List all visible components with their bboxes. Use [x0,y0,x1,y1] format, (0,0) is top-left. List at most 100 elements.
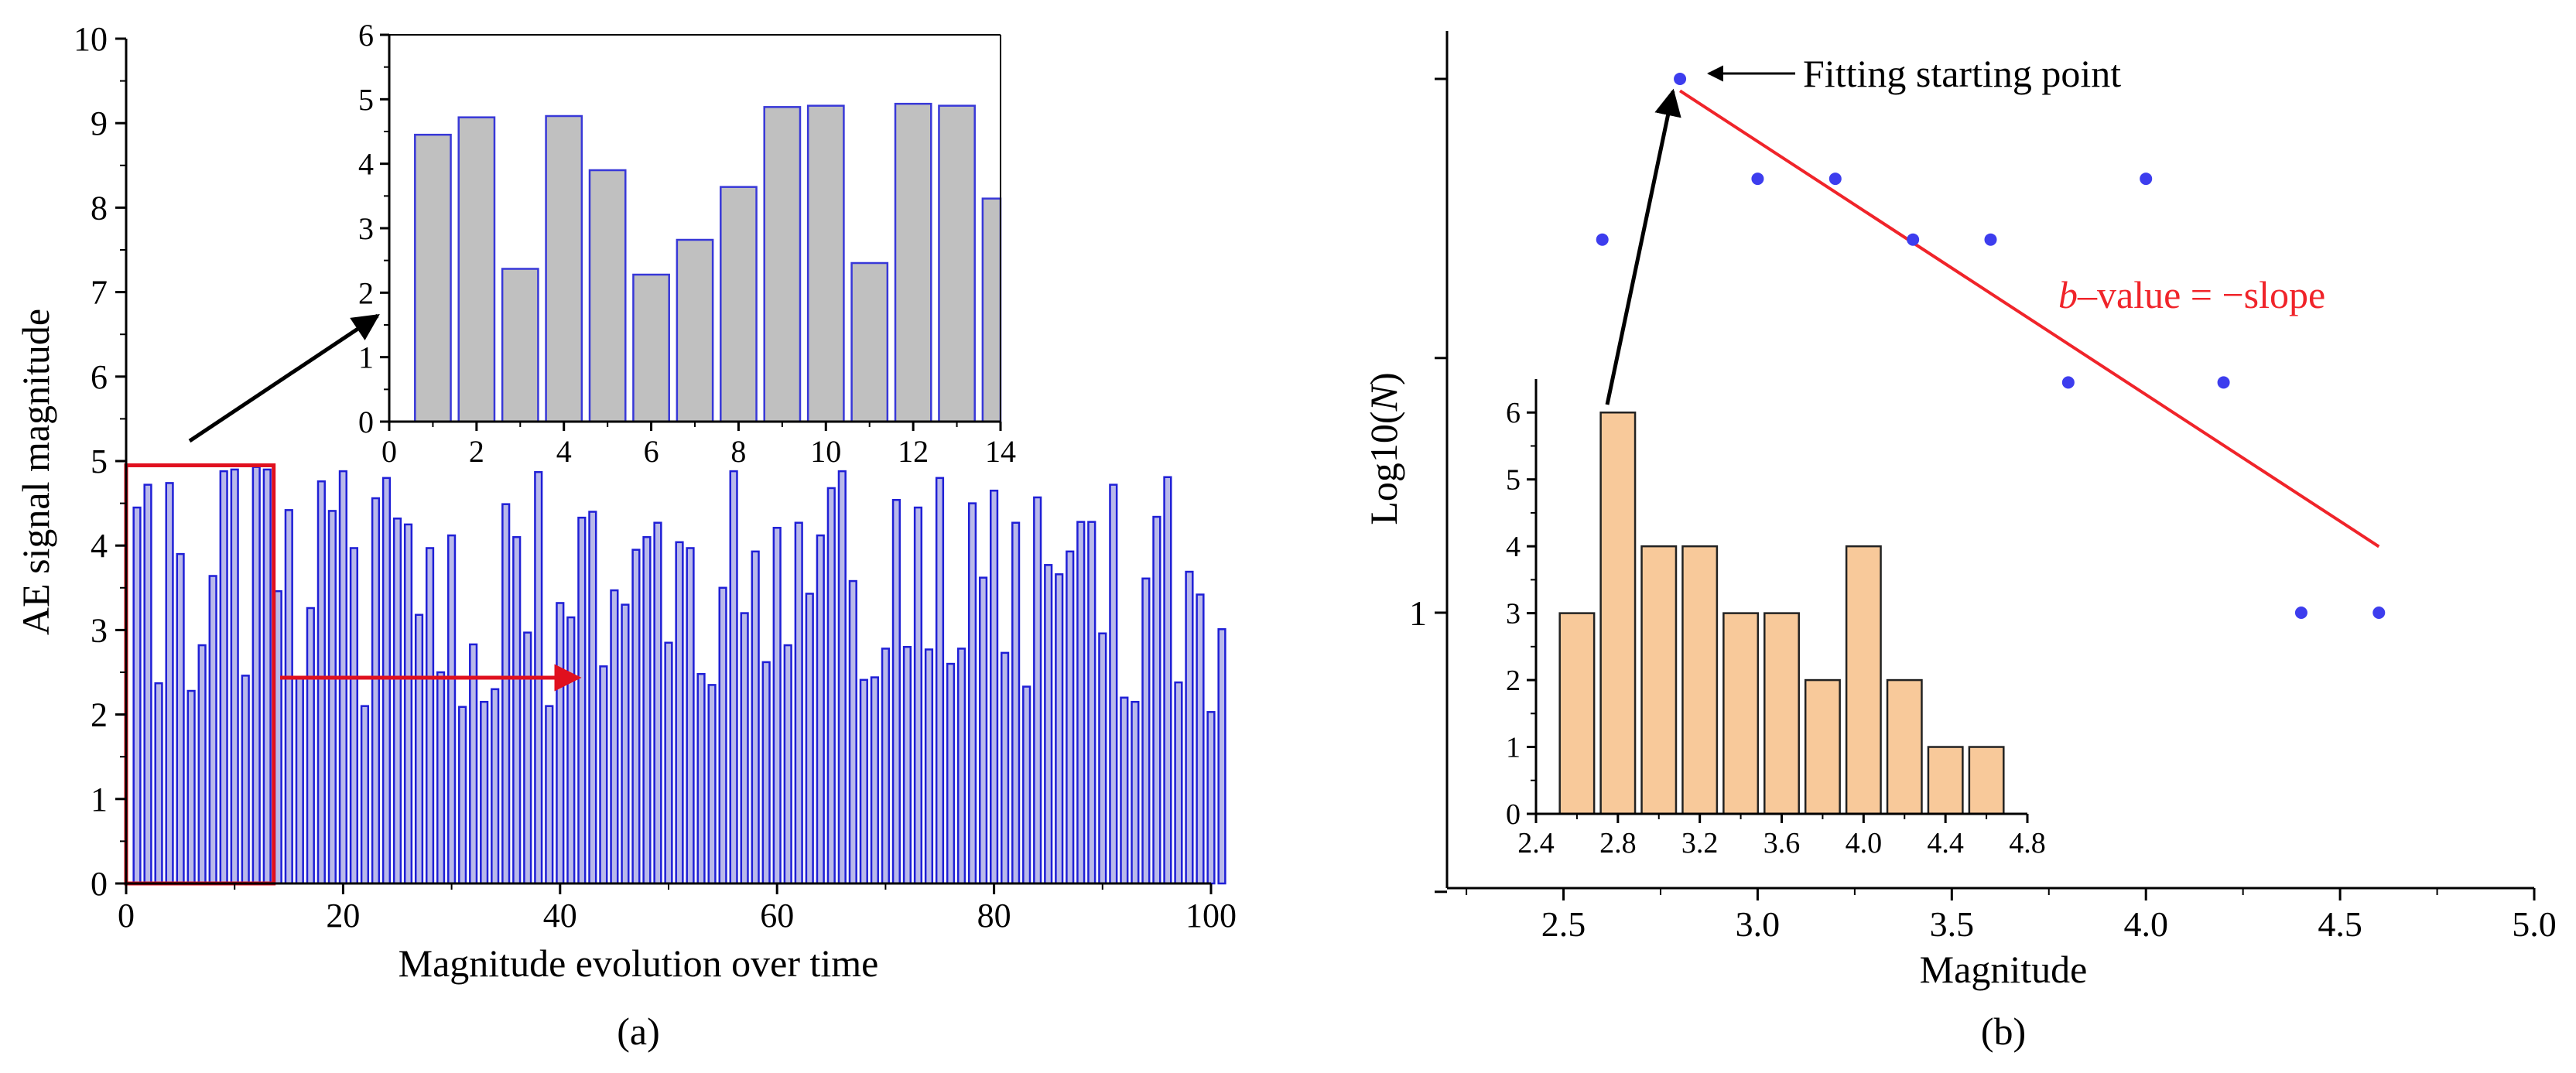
bar [197,644,207,885]
fit-line [1678,89,2380,548]
x-tick-label: 5.0 [2512,904,2557,944]
panel-b-caption: (b) [1981,1010,2026,1053]
bar [816,534,825,885]
bar [850,261,889,423]
bar [1196,593,1205,885]
bar [295,676,304,885]
bar [894,102,932,423]
data-point [1674,73,1687,85]
bar [837,470,847,885]
bar [1076,521,1086,885]
bar [577,516,587,885]
bar [1087,521,1096,885]
y-tick-label: 5 [91,443,108,480]
bar [501,268,539,423]
panel-b-y-axis-label: Log10(N) [1362,372,1405,525]
x-tick-label: 3.2 [1681,827,1719,859]
bar [599,665,608,885]
bar [1098,632,1107,885]
data-point [1984,233,1997,246]
bar [1001,651,1010,885]
bar [1011,521,1021,885]
bar [1163,476,1172,885]
bar [720,186,758,423]
bar [588,511,597,885]
bar [1217,628,1226,885]
bar [1804,678,1841,815]
bar [457,116,496,423]
y-tick-label: 1 [1506,732,1521,764]
bar [913,506,923,885]
bar [1845,545,1882,815]
bar [392,518,402,885]
panel-b-main-chart: 2.5 3.0 3.5 4.0 4.5 5.0 1 Magnitude Log10(N) (… [1362,31,2557,1053]
bar [664,641,673,885]
panel-b-inset-chart: 2.4 2.8 3.2 3.6 4.0 4.4 4.8 0 1 2 3 4 5 6 [1506,379,2046,859]
y-tick-label: 2 [91,696,108,734]
x-tick-label: 2.4 [1517,827,1555,859]
bar [1131,700,1140,885]
bar [491,688,500,885]
x-tick-label: 4 [556,434,572,469]
bar [870,676,879,885]
bar [556,602,565,885]
bar [545,114,583,423]
data-point [2217,376,2230,389]
y-tick-label: 4 [358,147,374,182]
x-tick-label: 4.0 [2123,904,2168,944]
b-var: b [2058,273,2078,316]
bar [653,521,662,885]
bar [186,689,196,885]
bar [881,648,890,885]
x-tick-label: 8 [730,434,746,469]
data-point [2061,376,2075,389]
bar [924,648,934,885]
y-tick-label: 4 [1506,531,1521,563]
bar [230,468,239,885]
bar [316,480,326,885]
inset-link-arrow [1605,88,1681,405]
bar [165,482,174,885]
bar [1558,612,1596,815]
bar [718,586,727,885]
fitting-start-annotation: Fitting starting point [1803,52,2121,95]
x-tick-label: 80 [977,897,1011,935]
bar [1044,564,1053,885]
bar [1764,612,1800,815]
y-label-pre: Log10( [1362,411,1405,525]
bar [676,238,714,423]
bar [707,684,717,885]
bar [621,603,630,885]
bar [783,644,792,885]
y-tick-label: 1 [91,781,108,818]
bar [327,510,337,885]
x-tick-label: 0 [381,434,397,469]
x-tick-label: 10 [810,434,841,469]
bar [414,133,452,423]
bar [436,671,446,885]
bar [566,616,576,885]
bar [1185,570,1194,885]
x-tick-label: 60 [760,897,794,935]
y-tick-label: 1 [1409,593,1427,633]
x-tick-label: 6 [644,434,659,469]
bar [1927,746,1964,815]
bar [1120,696,1129,885]
y-label-post: ) [1362,372,1405,385]
y-tick-label: 9 [91,104,108,142]
bar [1022,685,1031,885]
x-tick-label: 40 [543,897,577,935]
x-tick-label: 12 [898,434,929,469]
zoom-arrow [188,313,380,443]
y-tick-label: 8 [91,189,108,227]
bar [981,197,1002,423]
bar [675,541,684,885]
panel-a-y-axis-label: AE signal magnitude [14,309,57,635]
bar [686,547,695,885]
x-tick-label: 3.0 [1736,904,1781,944]
bar [1066,550,1075,885]
panel-b-axes: 2.5 3.0 3.5 4.0 4.5 5.0 1 [1409,31,2557,944]
bar [501,503,511,885]
bar [523,631,532,885]
